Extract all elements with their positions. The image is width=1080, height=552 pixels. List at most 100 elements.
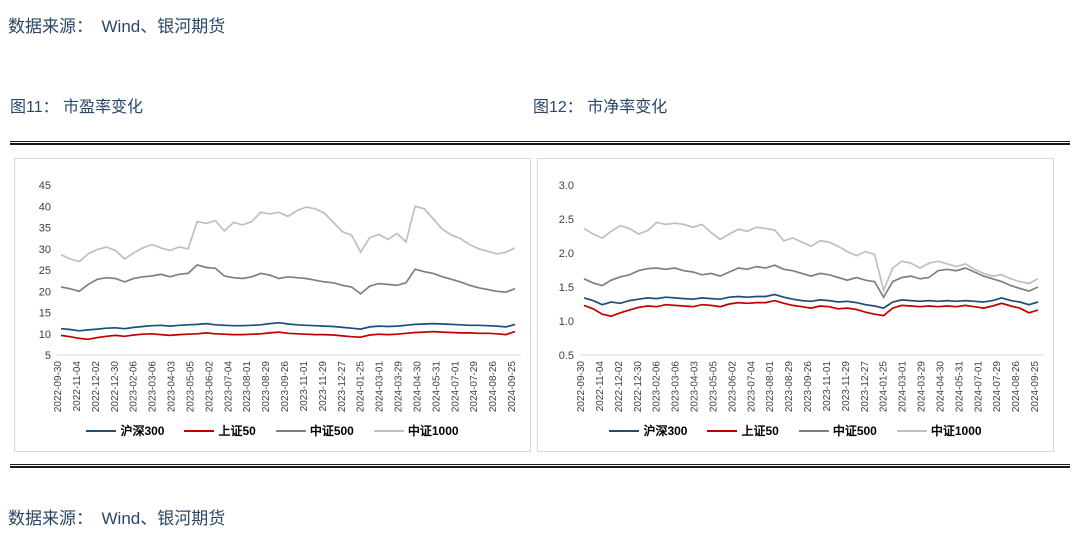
figure-titles-row: 图11： 市盈率变化 图12： 市净率变化 [0,93,1080,117]
legend-label: 上证50 [741,424,779,438]
x-tick-label: 2023-07-04 [223,361,234,413]
pe-chart-legend: 沪深300 上证50 中证500 中证1000 [15,424,530,438]
series-line-上证50 [60,330,516,341]
x-tick-label: 2023-07-04 [746,361,757,413]
x-tick-label: 2024-07-01 [973,361,984,413]
x-tick-label: 2024-09-25 [507,361,518,413]
legend-swatch-line [184,430,215,432]
legend-swatch-line [373,430,404,432]
y-tick-label: 15 [39,308,51,320]
x-tick-label: 2022-12-30 [110,361,121,413]
y-tick-label: 35 [39,223,51,235]
x-tick-label: 2024-05-31 [431,361,442,413]
x-tick-label: 2023-06-02 [727,361,738,413]
legend-swatch-line [896,430,927,432]
legend-label: 沪深300 [643,424,688,438]
y-tick-label: 1.0 [559,316,574,328]
x-tick-label: 2022-12-02 [91,361,102,413]
data-source-text-top: 数据来源： Wind、银河期货 [8,17,226,36]
y-tick-label: 30 [39,244,51,256]
legend-label: 上证50 [218,424,256,438]
top-divider-rule [10,141,1070,145]
x-tick-label: 2023-02-06 [652,361,663,413]
x-tick-label: 2022-12-02 [614,361,625,413]
bottom-divider-rule [10,464,1070,468]
legend-swatch-line [798,430,829,432]
x-tick-label: 2024-03-29 [917,361,928,413]
x-tick-label: 2024-07-01 [450,361,461,413]
series-line-上证50 [583,299,1039,318]
figure-title-pe: 图11： 市盈率变化 [10,99,144,116]
legend-item: 中证500 [275,424,354,438]
x-tick-label: 2024-07-29 [992,361,1003,413]
y-tick-label: 40 [39,201,51,213]
x-tick-label: 2023-04-03 [167,361,178,413]
series-line-沪深300 [583,293,1039,310]
y-tick-label: 5 [45,350,51,362]
y-tick-label: 20 [39,286,51,298]
x-tick-label: 2023-03-06 [671,361,682,413]
x-tick-label: 2024-08-26 [488,361,499,413]
x-tick-label: 2024-03-01 [898,361,909,413]
legend-label: 中证500 [832,424,877,438]
x-tick-label: 2022-11-04 [595,361,606,412]
x-tick-label: 2022-11-04 [72,361,83,412]
legend-swatch-line [707,430,738,432]
x-tick-label: 2024-08-26 [1011,361,1022,413]
data-source-text-bottom: 数据来源： Wind、银河期货 [8,509,226,528]
y-tick-label: 25 [39,265,51,277]
x-tick-label: 2023-11-01 [299,361,310,412]
x-tick-label: 2023-08-01 [765,361,776,413]
x-tick-label: 2023-06-02 [204,361,215,413]
x-tick-label: 2024-04-30 [935,361,946,413]
x-tick-label: 2023-05-05 [185,361,196,413]
legend-item: 沪深300 [609,424,687,438]
series-line-沪深300 [60,321,516,332]
x-tick-label: 2023-09-26 [803,361,814,413]
y-tick-label: 1.5 [559,282,574,294]
legend-label: 沪深300 [120,424,165,438]
x-tick-label: 2023-08-29 [784,361,795,413]
x-tick-label: 2024-01-25 [356,361,367,413]
figure-title-pb: 图12： 市净率变化 [533,99,668,116]
x-tick-label: 2023-04-03 [690,361,701,413]
legend-swatch-line [609,430,640,432]
legend-item: 上证50 [184,424,256,438]
legend-label: 中证1000 [407,424,459,438]
pb-chart-legend: 沪深300 上证50 中证500 中证1000 [538,424,1053,438]
x-tick-label: 2024-04-30 [412,361,423,413]
y-tick-label: 45 [39,180,51,192]
x-tick-label: 2023-11-01 [822,361,833,412]
series-line-中证500 [583,264,1039,299]
x-tick-label: 2023-08-29 [261,361,272,413]
x-tick-label: 2022-12-30 [633,361,644,413]
x-tick-label: 2024-09-25 [1030,361,1041,413]
legend-item: 上证50 [707,424,779,438]
x-tick-label: 2023-12-27 [337,361,348,413]
y-tick-label: 0.5 [559,350,574,362]
x-tick-label: 2023-03-06 [148,361,159,413]
legend-item: 中证1000 [373,424,459,438]
x-tick-label: 2024-03-29 [394,361,405,413]
x-tick-label: 2023-12-27 [860,361,871,413]
x-tick-label: 2023-11-29 [318,361,329,412]
legend-label: 中证500 [309,424,354,438]
series-line-中证1000 [60,205,516,263]
legend-item: 中证500 [798,424,877,438]
x-tick-label: 2023-08-01 [242,361,253,413]
x-tick-label: 2023-05-05 [708,361,719,413]
legend-swatch-line [275,430,306,432]
series-line-中证500 [60,263,516,295]
series-line-中证1000 [583,221,1039,294]
legend-item: 中证1000 [896,424,982,438]
legend-swatch-line [86,430,117,432]
legend-label: 中证1000 [930,424,982,438]
x-tick-label: 2022-09-30 [53,361,64,413]
chart-panel-pb: 3.0 2.5 2.0 1.5 1.0 0.5 2022-09-30 2022-11-04 20… [537,158,1054,452]
y-tick-label: 3.0 [559,180,574,192]
x-tick-label: 2023-09-26 [280,361,291,413]
chart-panel-pe: 45 40 35 30 25 20 15 10 5 2022-09-30 2022-11-04 202… [14,158,531,452]
